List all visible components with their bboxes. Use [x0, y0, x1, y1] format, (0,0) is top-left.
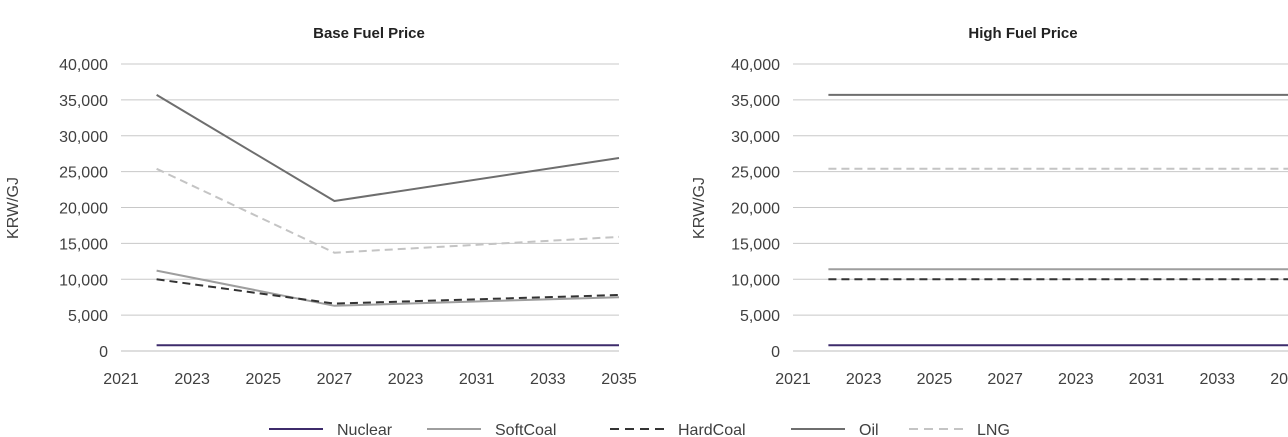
y-axis-label: KRW/GJ: [5, 177, 22, 239]
y-tick-label: 0: [99, 344, 108, 361]
y-tick-label: 35,000: [731, 93, 780, 110]
legend-item-hardcoal: HardCoal: [610, 422, 746, 437]
legend-label: HardCoal: [678, 422, 746, 437]
legend-item-nuclear: Nuclear: [269, 422, 393, 437]
x-tick-label: 2023: [1058, 371, 1094, 388]
x-tick-labels: 2021 2023 2025 2027 2023 2031 2033 2035: [775, 371, 1288, 388]
series-lines: [156, 94, 620, 347]
x-tick-label: 2023: [846, 371, 882, 388]
y-tick-label: 40,000: [731, 57, 780, 74]
legend-label: Oil: [859, 422, 879, 437]
x-tick-label: 2031: [459, 371, 495, 388]
chart-title: Base Fuel Price: [313, 25, 425, 42]
y-tick-label: 10,000: [731, 272, 780, 289]
x-tick-label: 2023: [388, 371, 424, 388]
y-tick-label: 5,000: [740, 308, 780, 325]
y-tick-label: 25,000: [731, 165, 780, 182]
x-tick-label: 2021: [103, 371, 139, 388]
x-tick-label: 2033: [530, 371, 566, 388]
series-line-oil: [156, 94, 620, 202]
x-tick-label: 2035: [1270, 371, 1288, 388]
y-tick-label: 15,000: [731, 236, 780, 253]
y-tick-label: 35,000: [59, 93, 108, 110]
y-tick-label: 20,000: [59, 201, 108, 218]
x-tick-label: 2031: [1129, 371, 1165, 388]
y-tick-labels: 0 5,000 10,000 15,000 20,000 25,000 30,000 35,0…: [59, 57, 108, 361]
legend-item-oil: Oil: [791, 422, 879, 437]
legend-label: LNG: [977, 422, 1010, 437]
x-tick-label: 2027: [987, 371, 1023, 388]
series-lines: [828, 93, 1288, 347]
legend-label: Nuclear: [337, 422, 393, 437]
x-tick-label: 2033: [1199, 371, 1235, 388]
y-tick-labels: 0 5,000 10,000 15,000 20,000 25,000 30,000 35,0…: [731, 57, 780, 361]
series-line-hardcoal: [156, 278, 620, 305]
series-line-softcoal: [156, 269, 620, 307]
y-tick-label: 30,000: [59, 129, 108, 146]
x-tick-label: 2025: [917, 371, 953, 388]
high-fuel-price-chart: High Fuel Price KRW/GJ 0 5,000 10,000 15,00…: [691, 25, 1288, 388]
y-tick-label: 25,000: [59, 165, 108, 182]
x-tick-labels: 2021 2023 2025 2027 2023 2031 2033 2035: [103, 371, 637, 388]
y-tick-label: 40,000: [59, 57, 108, 74]
gridlines: [793, 63, 1288, 352]
series-line-lng: [156, 167, 620, 254]
y-tick-label: 20,000: [731, 201, 780, 218]
base-fuel-price-chart: Base Fuel Price KRW/GJ 0 5,000 10,000 15,00…: [5, 25, 637, 388]
y-tick-label: 10,000: [59, 272, 108, 289]
legend: Nuclear SoftCoal HardCoal Oil LNG: [269, 422, 1010, 437]
legend-label: SoftCoal: [495, 422, 556, 437]
gridlines: [121, 63, 619, 352]
y-axis-label: KRW/GJ: [691, 177, 708, 239]
y-tick-label: 5,000: [68, 308, 108, 325]
chart-title: High Fuel Price: [968, 25, 1077, 42]
y-tick-label: 0: [771, 344, 780, 361]
x-tick-label: 2021: [775, 371, 811, 388]
x-tick-label: 2025: [245, 371, 281, 388]
y-tick-label: 15,000: [59, 236, 108, 253]
x-tick-label: 2023: [174, 371, 210, 388]
x-tick-label: 2035: [601, 371, 637, 388]
y-tick-label: 30,000: [731, 129, 780, 146]
legend-item-lng: LNG: [909, 422, 1010, 437]
legend-item-softcoal: SoftCoal: [427, 422, 556, 437]
x-tick-label: 2027: [317, 371, 353, 388]
